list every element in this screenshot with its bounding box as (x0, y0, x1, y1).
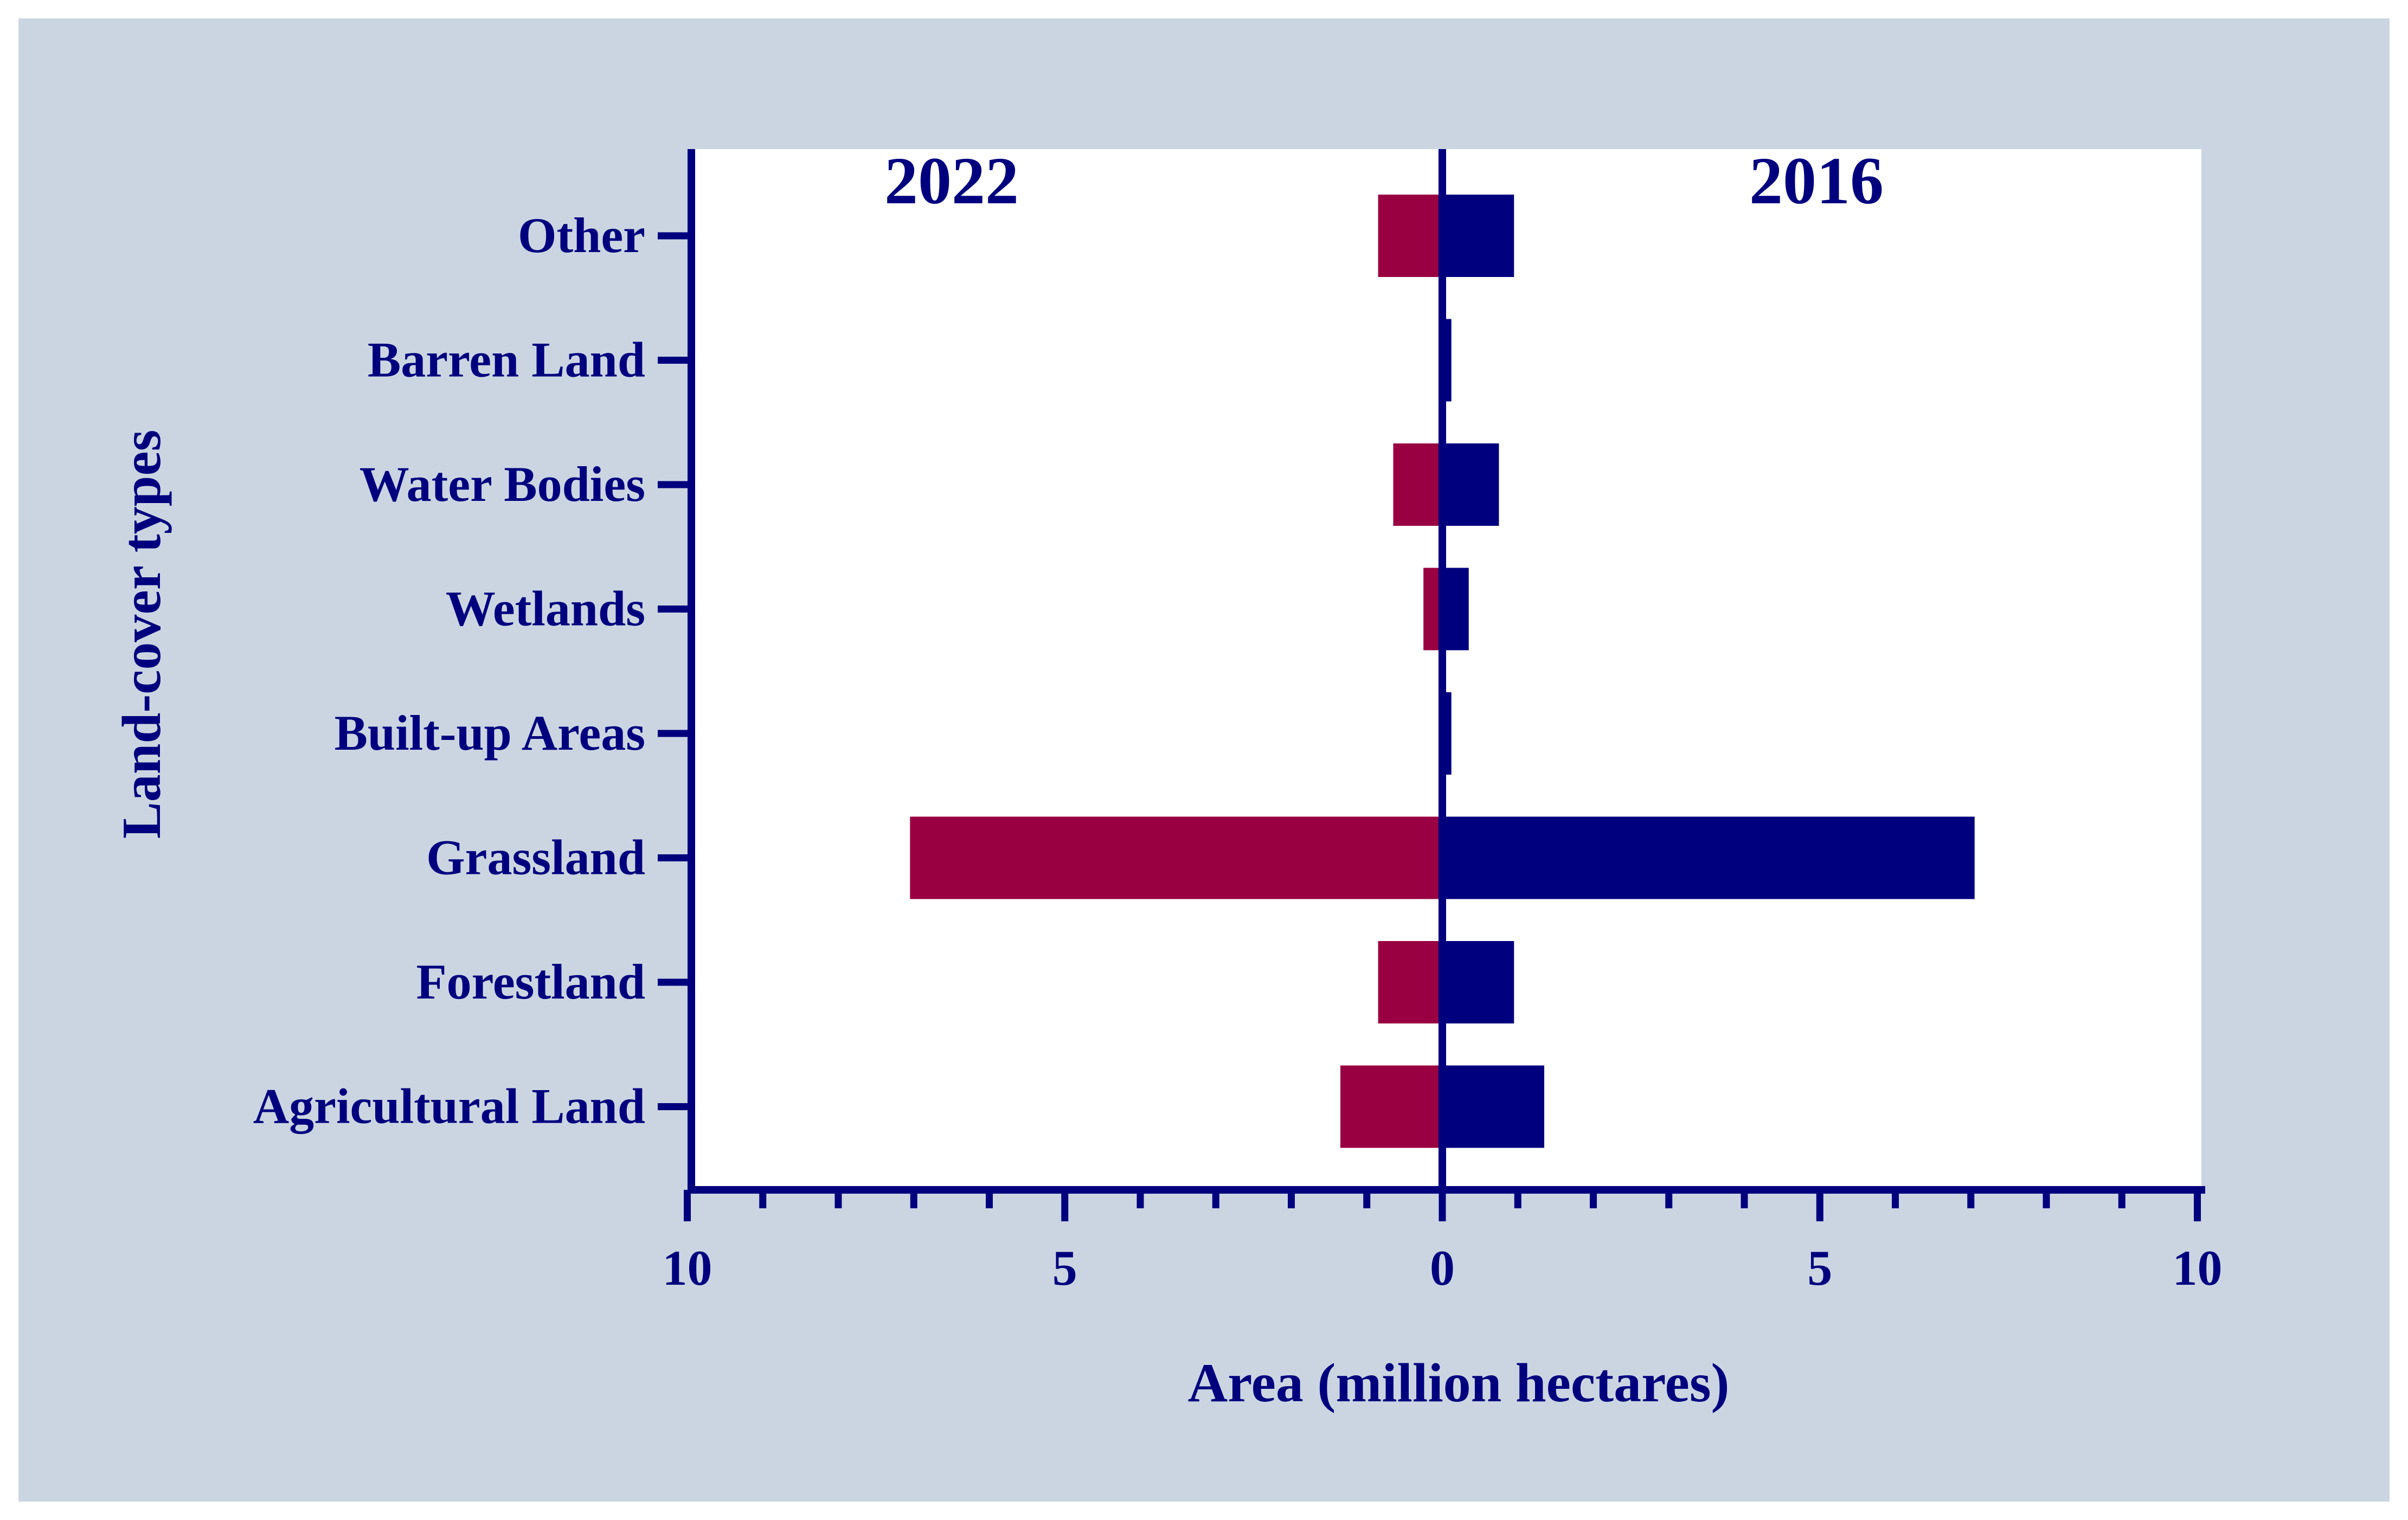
bar-2016-other (1442, 195, 1514, 277)
bar-2016-forestland (1442, 941, 1514, 1023)
x-tick-labels: 10 5 0 5 10 (663, 1240, 2223, 1296)
series-label-2016: 2016 (1749, 144, 1884, 218)
category-labels: Other Barren Land Water Bodies Wetlands Buil… (253, 208, 645, 1134)
bar-2022-forestland (1378, 941, 1442, 1023)
y-axis-ticks (658, 232, 691, 1110)
category-label: Barren Land (368, 332, 645, 388)
x-tick-label: 10 (2173, 1240, 2223, 1296)
bar-2016-water-bodies (1442, 443, 1499, 526)
category-label: Built-up Areas (335, 705, 645, 761)
category-label: Agricultural Land (253, 1079, 645, 1134)
series-label-2022: 2022 (884, 144, 1019, 218)
x-tick-label: 5 (1807, 1240, 1832, 1296)
x-axis-ticks (684, 1190, 2201, 1221)
category-label: Grassland (426, 830, 645, 885)
category-label: Other (518, 208, 645, 263)
x-axis-title: Area (million hectares) (1188, 1352, 1730, 1414)
bar-2022-water-bodies (1393, 443, 1442, 526)
y-axis-title: Land-cover types (111, 430, 172, 839)
plot-area (691, 149, 2201, 1190)
bar-2022-grassland (910, 816, 1442, 899)
category-label: Wetlands (446, 581, 645, 636)
series-2022-bars (910, 195, 1442, 1148)
series-2016-bars (1442, 195, 1975, 1148)
category-label: Water Bodies (359, 456, 645, 512)
category-label: Forestland (416, 954, 645, 1009)
axes (688, 149, 2205, 1194)
bar-2022-other (1378, 195, 1442, 277)
x-tick-label: 10 (663, 1240, 712, 1296)
bar-2016-wetlands (1442, 568, 1469, 650)
bar-2022-agricultural-land (1340, 1065, 1442, 1148)
x-tick-label: 5 (1052, 1240, 1077, 1296)
bar-2016-grassland (1442, 816, 1975, 899)
x-tick-label: 0 (1430, 1240, 1455, 1296)
bar-2016-agricultural-land (1442, 1065, 1544, 1148)
